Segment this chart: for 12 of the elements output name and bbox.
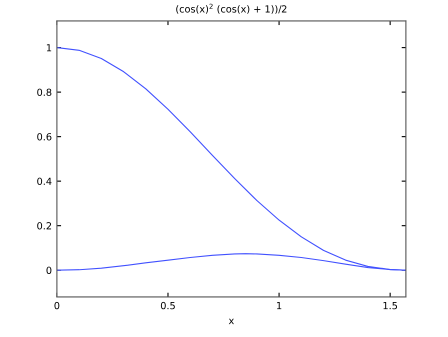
x-tick-label: 1.5 [383, 302, 398, 310]
x-tick-label: 0.5 [160, 302, 175, 310]
y-tick-label: 1 [46, 44, 52, 52]
y-tick-label: 0.8 [37, 88, 52, 96]
y-tick-label: 0.6 [37, 133, 52, 140]
x-tick-label: 1 [277, 302, 282, 310]
y-tick-label: 0 [46, 266, 52, 274]
x-tick-label: 0 [54, 302, 60, 310]
y-tick-label: 0.2 [37, 222, 52, 230]
y-tick-label: 0.4 [37, 178, 52, 185]
chart-title: (cos(x)$^{2}$ (cos(x) + 1))/2 [176, 4, 286, 14]
x-axis-title: x [228, 318, 234, 324]
